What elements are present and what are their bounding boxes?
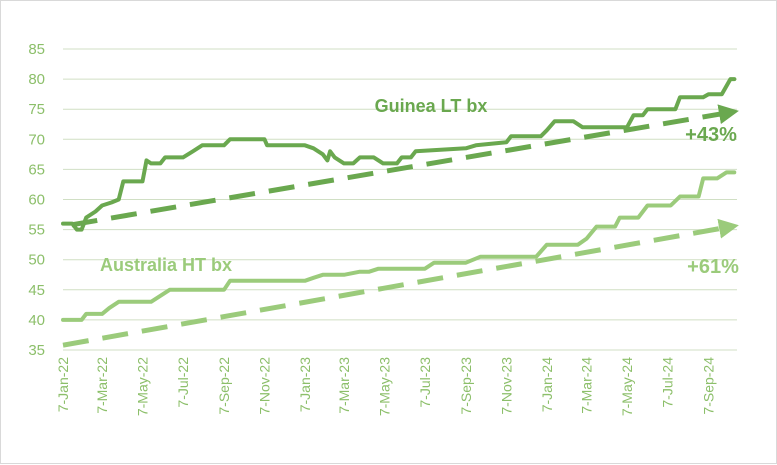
x-tick-label: 7-Jul-22: [175, 357, 191, 408]
x-tick-label: 7-Mar-24: [579, 357, 595, 414]
y-tick-label: 60: [28, 192, 45, 209]
x-tick-label: 7-Sep-22: [216, 357, 232, 415]
x-tick-label: 7-May-23: [376, 357, 392, 416]
y-tick-label: 65: [28, 161, 45, 178]
y-tick-label: 50: [28, 252, 45, 269]
x-tick-label: 7-Mar-22: [94, 357, 110, 414]
x-tick-label: 7-Nov-22: [256, 357, 272, 415]
y-tick-label: 45: [28, 282, 45, 299]
guinea-lt-bx-series-label: Guinea LT bx: [375, 96, 488, 116]
y-tick-label: 40: [28, 312, 45, 329]
x-tick-label: 7-Jul-24: [659, 357, 675, 408]
x-tick-label: 7-May-24: [619, 357, 635, 416]
guinea-lt-bx-change-label: +43%: [685, 124, 737, 146]
x-tick-label: 7-May-22: [135, 357, 151, 416]
y-tick-label: 80: [28, 71, 45, 88]
x-tick-label: 7-Sep-24: [701, 357, 717, 415]
x-tick-label: 7-Jan-22: [55, 357, 71, 412]
australia-ht-bx-trend-line: [62, 218, 739, 348]
guinea-lt-bx-line: [61, 77, 737, 232]
x-tick-label: 7-Jul-23: [417, 357, 433, 408]
y-tick-label: 70: [28, 131, 45, 148]
y-tick-label: 75: [28, 101, 45, 118]
x-tick-label: 7-Jan-23: [297, 357, 313, 412]
australia-ht-bx-series-label: Australia HT bx: [100, 255, 232, 275]
x-tick-label: 7-Sep-23: [458, 357, 474, 415]
x-tick-label: 7-Mar-23: [336, 357, 352, 414]
x-tick-label: 7-Nov-23: [498, 357, 514, 415]
australia-ht-bx-change-label: +61%: [687, 256, 739, 278]
y-tick-label: 35: [28, 342, 45, 359]
y-tick-label: 85: [28, 41, 45, 58]
x-tick-label: 7-Jan-24: [539, 357, 555, 412]
australia-ht-bx-line: [61, 170, 737, 322]
y-tick-label: 55: [28, 222, 45, 239]
guinea-lt-bx-trend-line: [71, 104, 739, 228]
